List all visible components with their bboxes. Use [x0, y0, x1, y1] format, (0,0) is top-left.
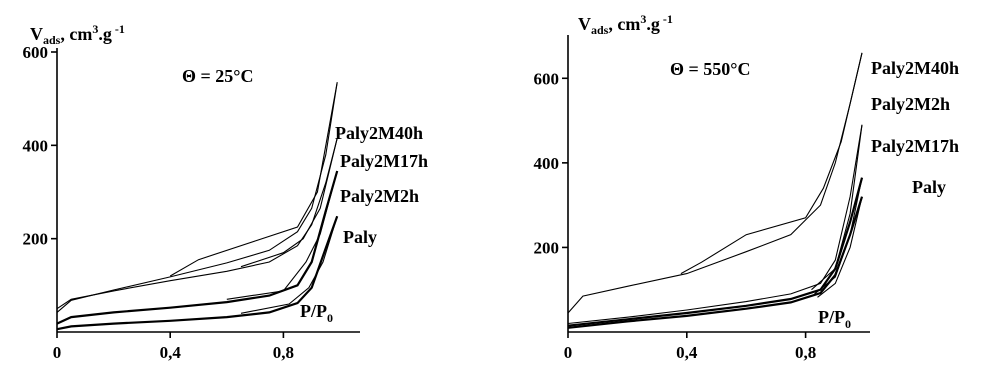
right-series-paly-adsorption: [567, 196, 864, 329]
left-temperature-annotation: Θ = 25°C: [182, 66, 253, 86]
right-series-label-paly: Paly: [912, 177, 946, 197]
right-series-paly2m2h-adsorption: [567, 124, 863, 325]
left-chart: Vads, cm3.g -1 Θ = 25°C 0 0,4 0,8 200 400 600…: [23, 22, 429, 362]
left-series-label-paly2m17h: Paly2M17h: [340, 151, 428, 171]
left-series-label-paly2m2h: Paly2M2h: [340, 186, 419, 206]
right-series-paly2m40h-adsorption: [567, 52, 863, 314]
left-series-paly2m17h-desorption: [240, 138, 338, 268]
left-x-tick-label-0: 0: [53, 343, 62, 362]
left-series-paly-adsorption: [56, 215, 339, 331]
right-series-label-paly2m40h: Paly2M40h: [871, 58, 959, 78]
left-series-paly2m40h-desorption: [169, 82, 338, 277]
right-series-paly2m40h-desorption: [680, 52, 863, 275]
right-y-axis-label: Vads, cm3.g -1: [578, 12, 673, 37]
left-x-tick-label-2: 0,8: [273, 343, 294, 362]
right-x-axis-label: P/P0: [818, 307, 851, 331]
right-series-label-paly2m17h: Paly2M17h: [871, 136, 959, 156]
left-series-paly2m17h-adsorption: [56, 138, 338, 310]
right-chart: Vads, cm3.g -1 Θ = 550°C 0 0,4 0,8 200 400 60…: [534, 12, 960, 362]
left-y-tick-label-2: 600: [23, 43, 49, 62]
right-y-tick-label-1: 400: [534, 154, 560, 173]
left-x-tick-label-1: 0,4: [160, 343, 182, 362]
left-series-paly2m40h-adsorption: [56, 82, 338, 313]
right-x-tick-label-0: 0: [564, 343, 573, 362]
right-x-tick-label-1: 0,4: [676, 343, 698, 362]
left-series-label-paly2m40h: Paly2M40h: [335, 123, 423, 143]
right-y-tick-label-2: 600: [534, 69, 560, 88]
left-y-axis-label: Vads, cm3.g -1: [30, 22, 125, 47]
right-temperature-annotation: Θ = 550°C: [670, 59, 750, 79]
right-series-paly2m17h-adsorption: [567, 177, 864, 327]
left-x-axis-label: P/P0: [300, 301, 333, 325]
left-series-paly2m2h-desorption: [226, 170, 338, 300]
left-y-tick-label-1: 400: [23, 136, 49, 155]
left-series-label-paly: Paly: [343, 227, 377, 247]
left-series-paly-desorption: [240, 216, 338, 314]
right-series-paly-desorption: [817, 196, 863, 298]
right-y-tick-label-0: 200: [534, 238, 560, 257]
left-y-tick-label-0: 200: [23, 230, 49, 249]
right-series-paly2m2h-desorption: [811, 124, 863, 291]
right-series-label-paly2m2h: Paly2M2h: [871, 94, 950, 114]
right-x-tick-label-2: 0,8: [795, 343, 816, 362]
